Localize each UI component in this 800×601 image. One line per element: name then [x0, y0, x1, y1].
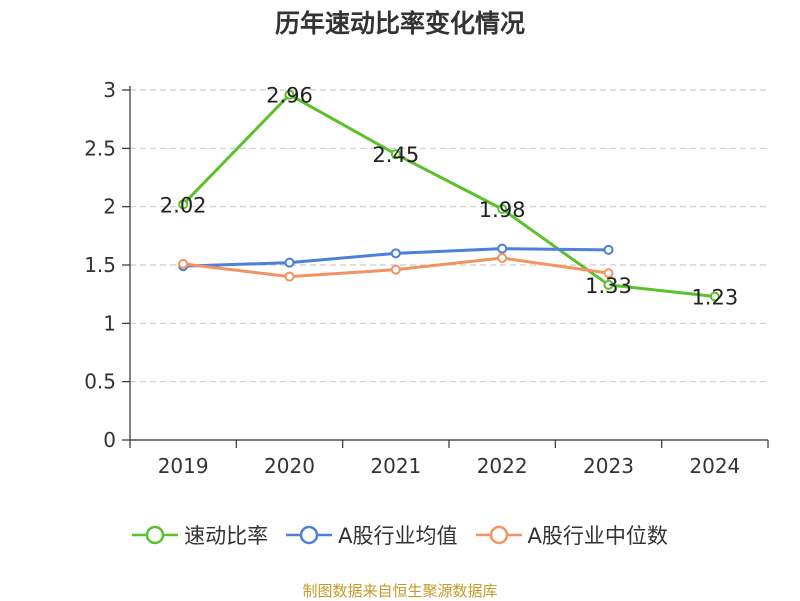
data-point-quick-ratio	[390, 149, 401, 160]
data-point-industry-median	[284, 271, 295, 282]
y-tick-label: 2	[103, 195, 116, 219]
y-tick-label: 3	[103, 78, 116, 102]
data-point-industry-average	[390, 248, 401, 259]
legend-marker-industry-average	[286, 525, 333, 545]
y-tick-label: 2.5	[84, 136, 116, 160]
data-point-industry-average	[497, 243, 508, 254]
data-point-quick-ratio	[709, 291, 720, 302]
y-tick-label: 0.5	[84, 370, 116, 394]
data-label-quick-ratio: 1.33	[585, 274, 632, 298]
x-tick-label: 2020	[264, 454, 315, 478]
data-label-quick-ratio: 2.96	[266, 84, 313, 108]
x-tick-label: 2019	[158, 454, 209, 478]
y-tick-label: 1.5	[84, 253, 116, 277]
x-tick-label: 2022	[477, 454, 528, 478]
data-label-quick-ratio: 1.98	[479, 198, 526, 222]
data-point-industry-median	[178, 258, 189, 269]
y-tick-label: 1	[103, 311, 116, 335]
data-label-quick-ratio: 2.45	[372, 143, 419, 167]
legend-label-quick-ratio: 速动比率	[184, 524, 269, 548]
legend-label-industry-median: A股行业中位数	[527, 524, 668, 548]
data-point-quick-ratio	[284, 89, 295, 100]
data-point-industry-median	[603, 268, 614, 279]
legend-marker-industry-median	[475, 525, 522, 545]
data-label-quick-ratio: 1.23	[691, 286, 738, 310]
chart-title: 历年速动比率变化情况	[274, 9, 525, 38]
data-point-industry-average	[284, 257, 295, 268]
data-point-quick-ratio	[497, 204, 508, 214]
series-line-quick-ratio	[182, 93, 715, 298]
data-point-quick-ratio	[603, 279, 614, 290]
legend-item-quick-ratio[interactable]: 速动比率	[132, 520, 268, 550]
data-point-industry-median	[390, 264, 401, 275]
data-point-quick-ratio	[178, 199, 189, 210]
data-label-quick-ratio: 2.02	[160, 193, 207, 217]
x-tick-label: 2024	[689, 454, 740, 478]
legend: 速动比率 A股行业均值 A股行业中位数	[0, 520, 800, 550]
legend-marker-quick-ratio	[132, 525, 179, 545]
data-point-industry-average	[603, 244, 614, 255]
legend-label-industry-average: A股行业均值	[338, 524, 458, 548]
y-tick-label: 0	[103, 428, 116, 452]
legend-item-industry-average[interactable]: A股行业均值	[286, 520, 458, 550]
source-note: 制图数据来自恒生聚源数据库	[302, 582, 498, 600]
legend-item-industry-median[interactable]: A股行业中位数	[475, 520, 668, 550]
x-tick-label: 2021	[370, 454, 421, 478]
x-tick-label: 2023	[583, 454, 634, 478]
data-point-industry-median	[497, 253, 508, 263]
